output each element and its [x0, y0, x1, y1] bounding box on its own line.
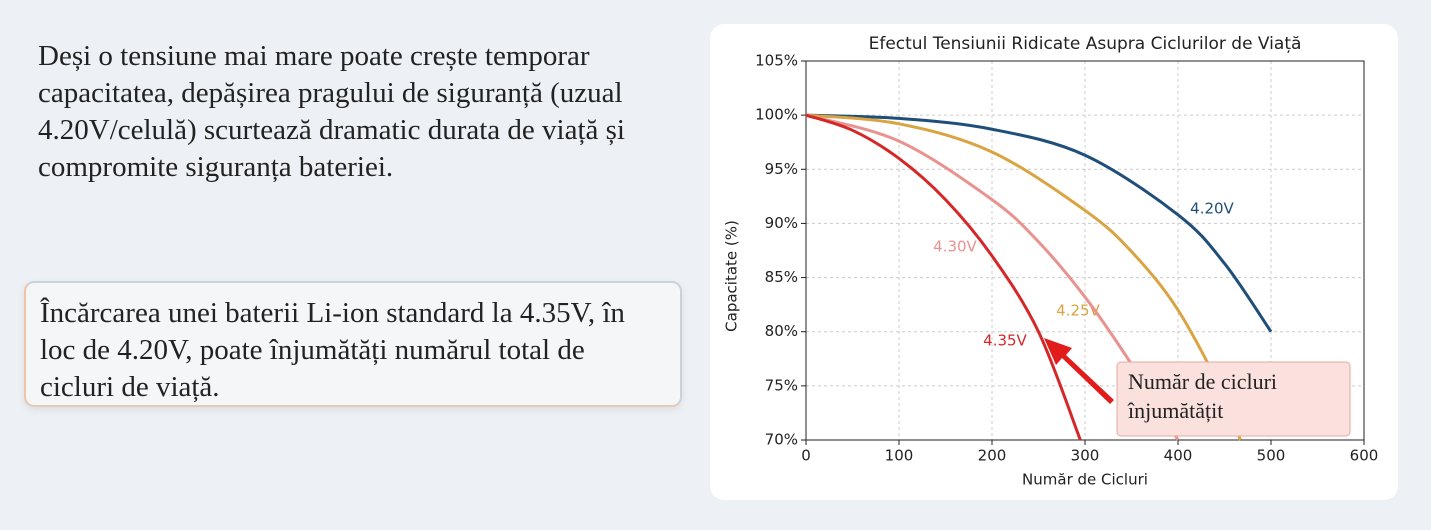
series-line	[805, 113, 1082, 441]
series-label: 4.25V	[1056, 302, 1100, 320]
chart-card: Efectul Tensiunii Ridicate Asupra Ciclur…	[710, 24, 1398, 500]
arrow	[1044, 338, 1114, 404]
callout: Încărcarea unei baterii Li-ion standard …	[24, 281, 682, 407]
x-tick-label: 600	[1350, 447, 1379, 465]
chart: Efectul Tensiunii Ridicate Asupra Ciclur…	[723, 34, 1379, 489]
x-axis-label: Număr de Cicluri	[1022, 471, 1148, 489]
y-tick-label: 75%	[765, 376, 798, 394]
series-label: 4.20V	[1190, 200, 1234, 218]
x-tick-label: 200	[978, 447, 1007, 465]
plot-frame	[805, 60, 1365, 441]
y-tick-label: 70%	[765, 431, 798, 449]
series-label: 4.35V	[983, 332, 1027, 350]
chart-title: Efectul Tensiunii Ridicate Asupra Ciclur…	[869, 34, 1302, 54]
x-tick-label: 500	[1257, 447, 1286, 465]
y-tick-label: 80%	[765, 322, 798, 340]
annotation-text: înjumătățit	[1127, 398, 1223, 423]
series-label: 4.30V	[933, 238, 977, 256]
annotation-text: Număr de cicluri	[1128, 369, 1277, 394]
paragraph: Deși o tensiune mai mare poate crește te…	[38, 40, 625, 183]
x-tick-label: 300	[1071, 447, 1100, 465]
x-tick-label: 100	[885, 447, 914, 465]
y-tick-label: 90%	[765, 214, 798, 232]
y-tick-label: 105%	[755, 52, 798, 70]
y-tick-label: 85%	[765, 268, 798, 286]
y-axis-label: Capacitate (%)	[723, 220, 741, 332]
series-line	[805, 113, 1273, 333]
annotation-box	[1116, 361, 1351, 437]
x-tick-label: 400	[1164, 447, 1193, 465]
y-tick-label: 100%	[755, 106, 798, 124]
x-tick-label: 0	[801, 447, 811, 465]
y-tick-label: 95%	[765, 160, 798, 178]
